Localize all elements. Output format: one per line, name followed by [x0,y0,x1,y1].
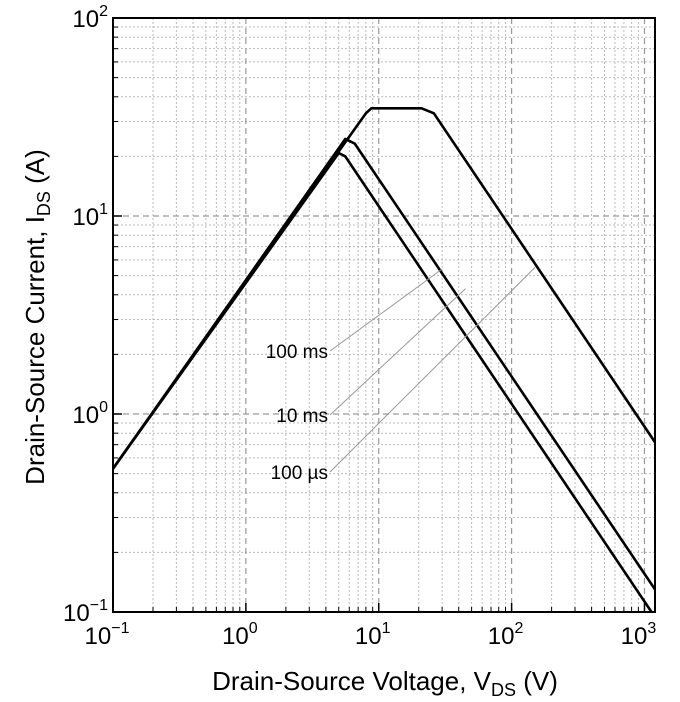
series-lines [113,106,655,612]
y-tick-label: 102 [72,3,108,33]
x-tick-label: 10−1 [85,620,130,650]
x-axis-label-main: Drain-Source Voltage, V [212,666,492,696]
annotation-leader [329,288,466,416]
x-tick-label: 101 [355,620,391,650]
x-axis-label-unit: (V) [516,666,558,696]
x-tick-label: 102 [488,620,524,650]
y-axis-label: Drain-Source Current, IDS (A) [20,149,54,485]
y-axis-label-unit: (A) [20,149,50,191]
annotations: 100 ms 10 ms 100 µs [266,267,536,484]
y-tick-label: 10−1 [63,597,108,627]
minor-grid [113,18,655,612]
annotation-leader [329,268,443,352]
axis-ticks [112,17,646,613]
y-axis-label-sub: DS [34,191,54,216]
x-tick-label: 100 [222,620,258,650]
plot-frame [112,17,656,613]
x-axis-label-sub: DS [491,680,516,700]
y-tick-label: 101 [72,201,108,231]
x-tick-labels: 10−1 100 101 102 103 [85,620,657,650]
annotation-leader [329,267,536,473]
series-annotation-label: 100 ms [266,342,328,363]
y-axis-label-main: Drain-Source Current, I [20,216,50,485]
y-tick-labels: 10−1 100 101 102 [63,3,108,627]
series-annotation-label: 10 ms [276,406,328,427]
series-annotation-label: 100 µs [271,463,328,484]
y-tick-label: 100 [72,399,108,429]
series-line [113,151,653,612]
x-tick-label: 103 [621,620,657,650]
series-line [113,106,655,470]
x-axis-label: Drain-Source Voltage, VDS (V) [212,666,558,700]
